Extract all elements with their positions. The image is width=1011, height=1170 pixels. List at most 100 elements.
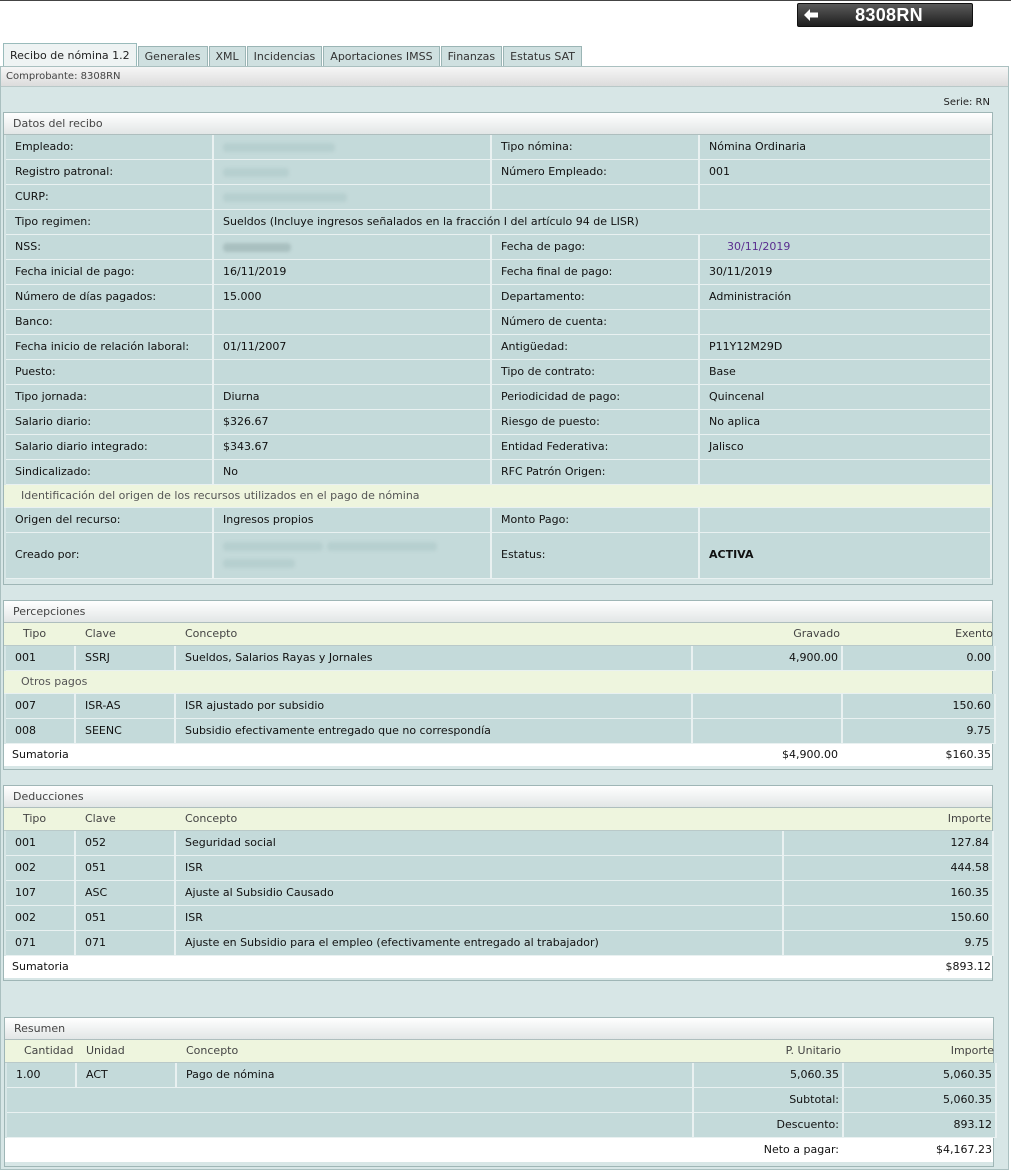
record-title: 8308RN (855, 4, 923, 25)
field-label: Fecha inicial de pago: (6, 260, 214, 285)
gravado-cell (693, 719, 843, 744)
tipo-cell: 002 (6, 856, 76, 881)
otros-pagos-heading: Otros pagos (4, 671, 992, 694)
creado-por-value (214, 533, 492, 579)
concepto-cell: Subsidio efectivamente entregado que no … (176, 719, 693, 744)
field-label: NSS: (6, 235, 214, 260)
table-row: 001 SSRJ Sueldos, Salarios Rayas y Jorna… (4, 646, 996, 671)
concepto-cell: ISR (176, 856, 784, 881)
column-header: Clave (85, 627, 116, 640)
clave-cell: 071 (76, 931, 176, 956)
field-label: Origen del recurso: (6, 508, 214, 533)
datos-recibo-section: Datos del recibo Empleado: Tipo nómina: … (3, 112, 993, 585)
field-label: Antigüedad: (492, 335, 700, 360)
puesto-value (214, 360, 492, 385)
sumatoria-gravado: $4,900.00 (782, 748, 838, 761)
tab-incidencias[interactable]: Incidencias (246, 46, 323, 67)
tab-aportaciones-imss[interactable]: Aportaciones IMSS (323, 46, 440, 67)
comprobante-header: Comprobante: 8308RN (1, 67, 1008, 87)
column-header: Clave (85, 812, 116, 825)
registro-patronal-value (214, 160, 492, 185)
departamento-value: Administración (700, 285, 992, 310)
section-title: Deducciones (4, 786, 992, 808)
p-unitario-cell: 5,060.35 (694, 1063, 844, 1088)
tab-estatus-sat[interactable]: Estatus SAT (503, 46, 582, 67)
concepto-cell: Sueldos, Salarios Rayas y Jornales (176, 646, 693, 671)
empleado-value (214, 135, 492, 160)
field-label: Periodicidad de pago: (492, 385, 700, 410)
gravado-cell (693, 694, 843, 719)
back-to-record-button[interactable]: 8308RN (797, 3, 973, 27)
column-header: Cantidad (24, 1044, 74, 1057)
tab-recibo-nomina[interactable]: Recibo de nómina 1.2 (3, 43, 137, 67)
salario-diario-value: $326.67 (214, 410, 492, 435)
tipo-cell: 071 (6, 931, 76, 956)
sumatoria-label: Sumatoria (12, 960, 69, 973)
field-label: Creado por: (6, 533, 214, 579)
numero-empleado-value: 001 (700, 160, 992, 185)
tipo-jornada-value: Diurna (214, 385, 492, 410)
gravado-cell: 4,900.00 (693, 646, 843, 671)
tipo-cell: 008 (6, 719, 76, 744)
sumatoria-importe: $893.12 (945, 960, 992, 973)
concepto-cell: Pago de nómina (177, 1063, 694, 1088)
resumen-header: Cantidad Unidad Concepto P. Unitario Imp… (5, 1040, 994, 1063)
field-label: Número de días pagados: (6, 285, 214, 310)
field-label: Fecha final de pago: (492, 260, 700, 285)
field-label: Salario diario: (6, 410, 214, 435)
salario-integrado-value: $343.67 (214, 435, 492, 460)
importe-cell: 127.84 (784, 831, 994, 856)
inicio-relacion-value: 01/11/2007 (214, 335, 492, 360)
entidad-federativa-value: Jalisco (700, 435, 992, 460)
resumen-section: Resumen Cantidad Unidad Concepto P. Unit… (4, 1017, 997, 1167)
section-title: Resumen (5, 1018, 993, 1040)
fecha-inicial-value: 16/11/2019 (214, 260, 492, 285)
curp-value (214, 185, 492, 210)
sumatoria-exento: $160.35 (945, 748, 992, 761)
empty-cell (7, 1088, 694, 1113)
sindicalizado-value: No (214, 460, 492, 485)
exento-cell: 150.60 (843, 694, 996, 719)
field-label: Tipo nómina: (492, 135, 700, 160)
descuento-value: 893.12 (844, 1113, 997, 1138)
fecha-final-value: 30/11/2019 (700, 260, 992, 285)
fecha-pago-link[interactable]: 30/11/2019 (727, 240, 791, 253)
fecha-pago-value: 30/11/2019 (700, 235, 992, 260)
tipo-contrato-value: Base (700, 360, 992, 385)
exento-cell: 9.75 (843, 719, 996, 744)
tab-finanzas[interactable]: Finanzas (440, 46, 503, 67)
field-label: Tipo regimen: (6, 210, 214, 235)
empty-cell (492, 185, 700, 210)
importe-cell: 444.58 (784, 856, 994, 881)
field-label: Empleado: (6, 135, 214, 160)
clave-cell: 051 (76, 906, 176, 931)
estatus-value: ACTIVA (700, 533, 992, 579)
datos-grid: Empleado: Tipo nómina: Nómina Ordinaria … (4, 135, 992, 485)
cantidad-cell: 1.00 (7, 1063, 77, 1088)
concepto-cell: Ajuste en Subsidio para el empleo (efect… (176, 931, 784, 956)
sumatoria-row: Sumatoria $893.12 (4, 956, 992, 978)
empty-cell (7, 1113, 694, 1138)
importe-cell: 150.60 (784, 906, 994, 931)
tab-xml[interactable]: XML (208, 46, 246, 67)
unidad-cell: ACT (77, 1063, 177, 1088)
field-label: RFC Patrón Origen: (492, 460, 700, 485)
tipo-cell: 001 (6, 646, 76, 671)
column-header: Tipo (23, 627, 47, 640)
riesgo-puesto-value: No aplica (700, 410, 992, 435)
dias-pagados-value: 15.000 (214, 285, 492, 310)
monto-pago-value (700, 508, 992, 533)
field-label: Fecha de pago: (492, 235, 700, 260)
tipo-cell: 107 (6, 881, 76, 906)
field-label: Registro patronal: (6, 160, 214, 185)
tipo-cell: 002 (6, 906, 76, 931)
nss-value (214, 235, 492, 260)
importe-cell: 5,060.35 (844, 1063, 997, 1088)
tab-generales[interactable]: Generales (137, 46, 208, 67)
neto-label: Neto a pagar: (763, 1143, 839, 1156)
arrow-left-icon (798, 4, 824, 26)
empty-cell (700, 185, 992, 210)
sumatoria-label: Sumatoria (12, 748, 69, 761)
table-row: 008 SEENC Subsidio efectivamente entrega… (4, 719, 996, 744)
field-label: Salario diario integrado: (6, 435, 214, 460)
